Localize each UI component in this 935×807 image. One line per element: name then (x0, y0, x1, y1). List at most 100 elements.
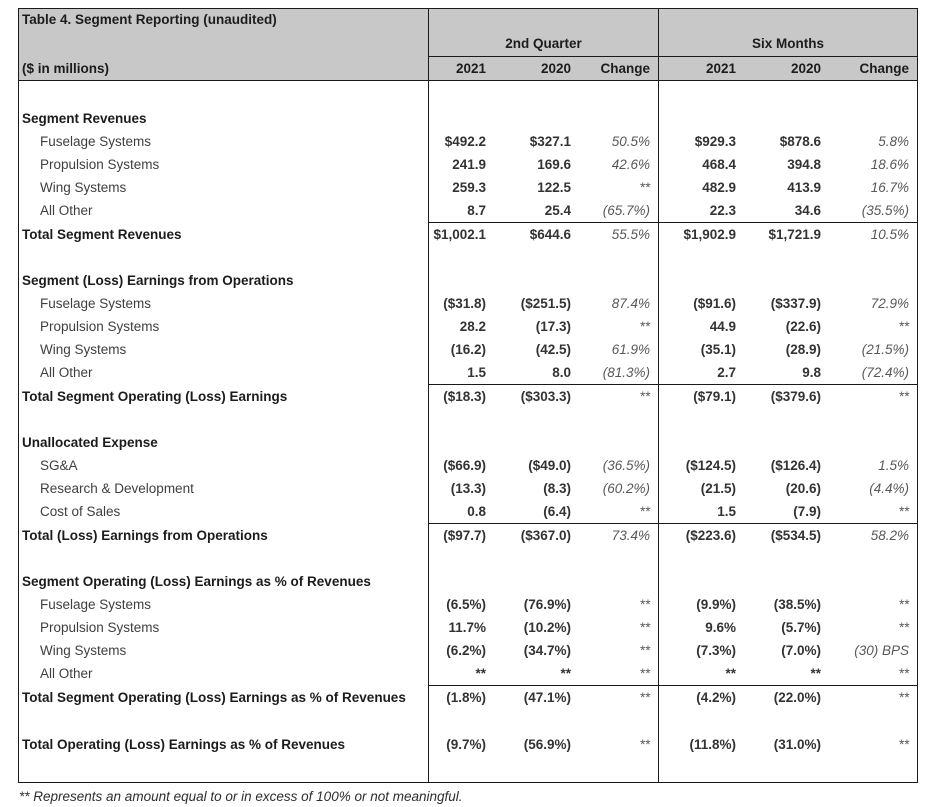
cell-s-2020: 413.9 (787, 180, 821, 195)
cell-q-change: (81.3%) (579, 361, 659, 384)
cell-q-change: 50.5% (579, 130, 659, 153)
cell-q-2021 (429, 570, 494, 593)
cell-s-2020 (744, 431, 829, 454)
cell-q-change: ** (579, 593, 659, 616)
cell-q-change: 87.4% (579, 292, 659, 315)
cell-q-2021: 28.2 (459, 319, 486, 334)
row-label: Wing Systems (19, 338, 429, 361)
cell-q-2021 (429, 107, 494, 130)
cell-s-2020: ($337.9) (770, 296, 821, 311)
cell-q-2021 (429, 81, 494, 107)
column-group-2nd-quarter: 2nd Quarter (429, 9, 659, 57)
cell-q-change: ** (579, 384, 659, 408)
cell-s-2021 (659, 547, 744, 570)
cell-s-2021 (659, 570, 744, 593)
cell-q-change: ** (579, 616, 659, 639)
cell-q-2020: ($251.5) (520, 296, 571, 311)
cell-s-change: ** (898, 504, 909, 519)
cell-s-2021: $1,902.9 (659, 222, 744, 246)
cell-q-change: 55.5% (579, 222, 659, 246)
cell-q-2020: (47.1%) (494, 685, 579, 709)
cell-q-change: (36.5%) (579, 454, 659, 477)
cell-q-2020 (494, 709, 579, 732)
cell-q-2020 (494, 269, 579, 292)
cell-s-2020 (744, 269, 829, 292)
cell-s-change: (4.4%) (869, 481, 909, 496)
item-row: Fuselage Systems $492.2 $327.1 50.5% $929.3 $… (19, 130, 917, 153)
row-label: All Other (19, 662, 429, 685)
cell-s-2021: ($223.6) (659, 523, 744, 547)
cell-q-2020: (6.4) (543, 504, 571, 519)
spacer-row (19, 81, 917, 107)
cell-q-2020: 25.4 (544, 203, 571, 218)
cell-s-change (829, 431, 917, 454)
cell-s-change: 16.7% (870, 180, 909, 195)
total-row: Total (Loss) Earnings from Operations ($9… (19, 523, 917, 547)
section-header-label: Segment Revenues (19, 107, 429, 130)
cell-q-2020: ($49.0) (528, 458, 571, 473)
cell-q-2021: (13.3) (450, 481, 486, 496)
total-row-label: Total (Loss) Earnings from Operations (19, 523, 429, 547)
cell-s-change (829, 570, 917, 593)
cell-s-change: (30) BPS (854, 643, 909, 658)
cell-s-change: ** (898, 597, 909, 612)
cell-q-2020 (494, 81, 579, 107)
total-row-label: Total Segment Operating (Loss) Earnings … (19, 685, 429, 709)
table-footnote: ** Represents an amount equal to or in e… (19, 789, 463, 804)
row-label: All Other (19, 199, 429, 222)
item-row: Propulsion Systems 28.2 (17.3) ** 44.9 (22.6)… (19, 315, 917, 338)
cell-s-2020: 394.8 (787, 157, 821, 172)
cell-q-2020: 169.6 (537, 157, 571, 172)
table-header: Table 4. Segment Reporting (unaudited) (… (19, 9, 917, 81)
cell-q-2021: ** (475, 666, 486, 681)
spacer-label (19, 709, 429, 732)
cell-q-change: ** (579, 685, 659, 709)
cell-q-change: ** (579, 732, 659, 756)
cell-s-change: 72.9% (870, 296, 909, 311)
cell-s-2021 (659, 81, 744, 107)
cell-s-2020 (744, 547, 829, 570)
cell-s-change (829, 269, 917, 292)
segment-reporting-table: Table 4. Segment Reporting (unaudited) (… (18, 8, 918, 783)
cell-s-change (829, 756, 917, 782)
cell-q-2021: 259.3 (452, 180, 486, 195)
row-label: Propulsion Systems (19, 315, 429, 338)
cell-s-2021 (659, 269, 744, 292)
item-row: Fuselage Systems ($31.8) ($251.5) 87.4% ($91… (19, 292, 917, 315)
cell-s-2020: (38.5%) (773, 597, 821, 612)
cell-q-2021: ($18.3) (429, 384, 494, 408)
total-row: Total Segment Operating (Loss) Earnings(… (19, 384, 917, 408)
col-header-s-change: Change (859, 61, 909, 76)
cell-s-2021 (659, 408, 744, 431)
cell-q-2020: 8.0 (552, 365, 571, 380)
cell-s-change: 5.8% (878, 134, 909, 149)
total-row-label: Total Segment Operating (Loss) Earnings (19, 384, 429, 408)
cell-s-change: 58.2% (829, 523, 917, 547)
cell-s-2020: ** (810, 666, 821, 681)
table-body: Segment Revenues Fuselage Systems $492.2 $3… (19, 81, 917, 782)
item-row: Propulsion Systems 11.7% (10.2%) ** 9.6% (5.7… (19, 616, 917, 639)
row-label: Fuselage Systems (19, 130, 429, 153)
cell-s-2020: (31.0%) (773, 736, 821, 752)
cell-s-change: ** (829, 685, 917, 709)
cell-q-2021: (9.7%) (446, 736, 486, 752)
row-label: SG&A (19, 454, 429, 477)
cell-q-change: ** (579, 315, 659, 338)
row-label: Research & Development (19, 477, 429, 500)
cell-q-2021: (1.8%) (429, 685, 494, 709)
cell-q-2020: (10.2%) (523, 620, 571, 635)
cell-q-2021 (429, 709, 494, 732)
cell-q-2021 (429, 431, 494, 454)
cell-q-2021 (429, 547, 494, 570)
cell-s-2021: 22.3 (709, 203, 736, 218)
cell-q-2021: 8.7 (467, 203, 486, 218)
cell-q-change (579, 408, 659, 431)
cell-q-2020: ($367.0) (494, 523, 579, 547)
item-row: Research & Development (13.3) (8.3) (60.2%)… (19, 477, 917, 500)
cell-q-2021: ($97.7) (429, 523, 494, 547)
cell-q-change (579, 81, 659, 107)
cell-s-2021: (35.1) (700, 342, 736, 357)
item-row: Cost of Sales 0.8 (6.4) ** 1.5 (7.9) ** (19, 500, 917, 523)
cell-s-2020: (28.9) (785, 342, 821, 357)
cell-q-2020 (494, 107, 579, 130)
